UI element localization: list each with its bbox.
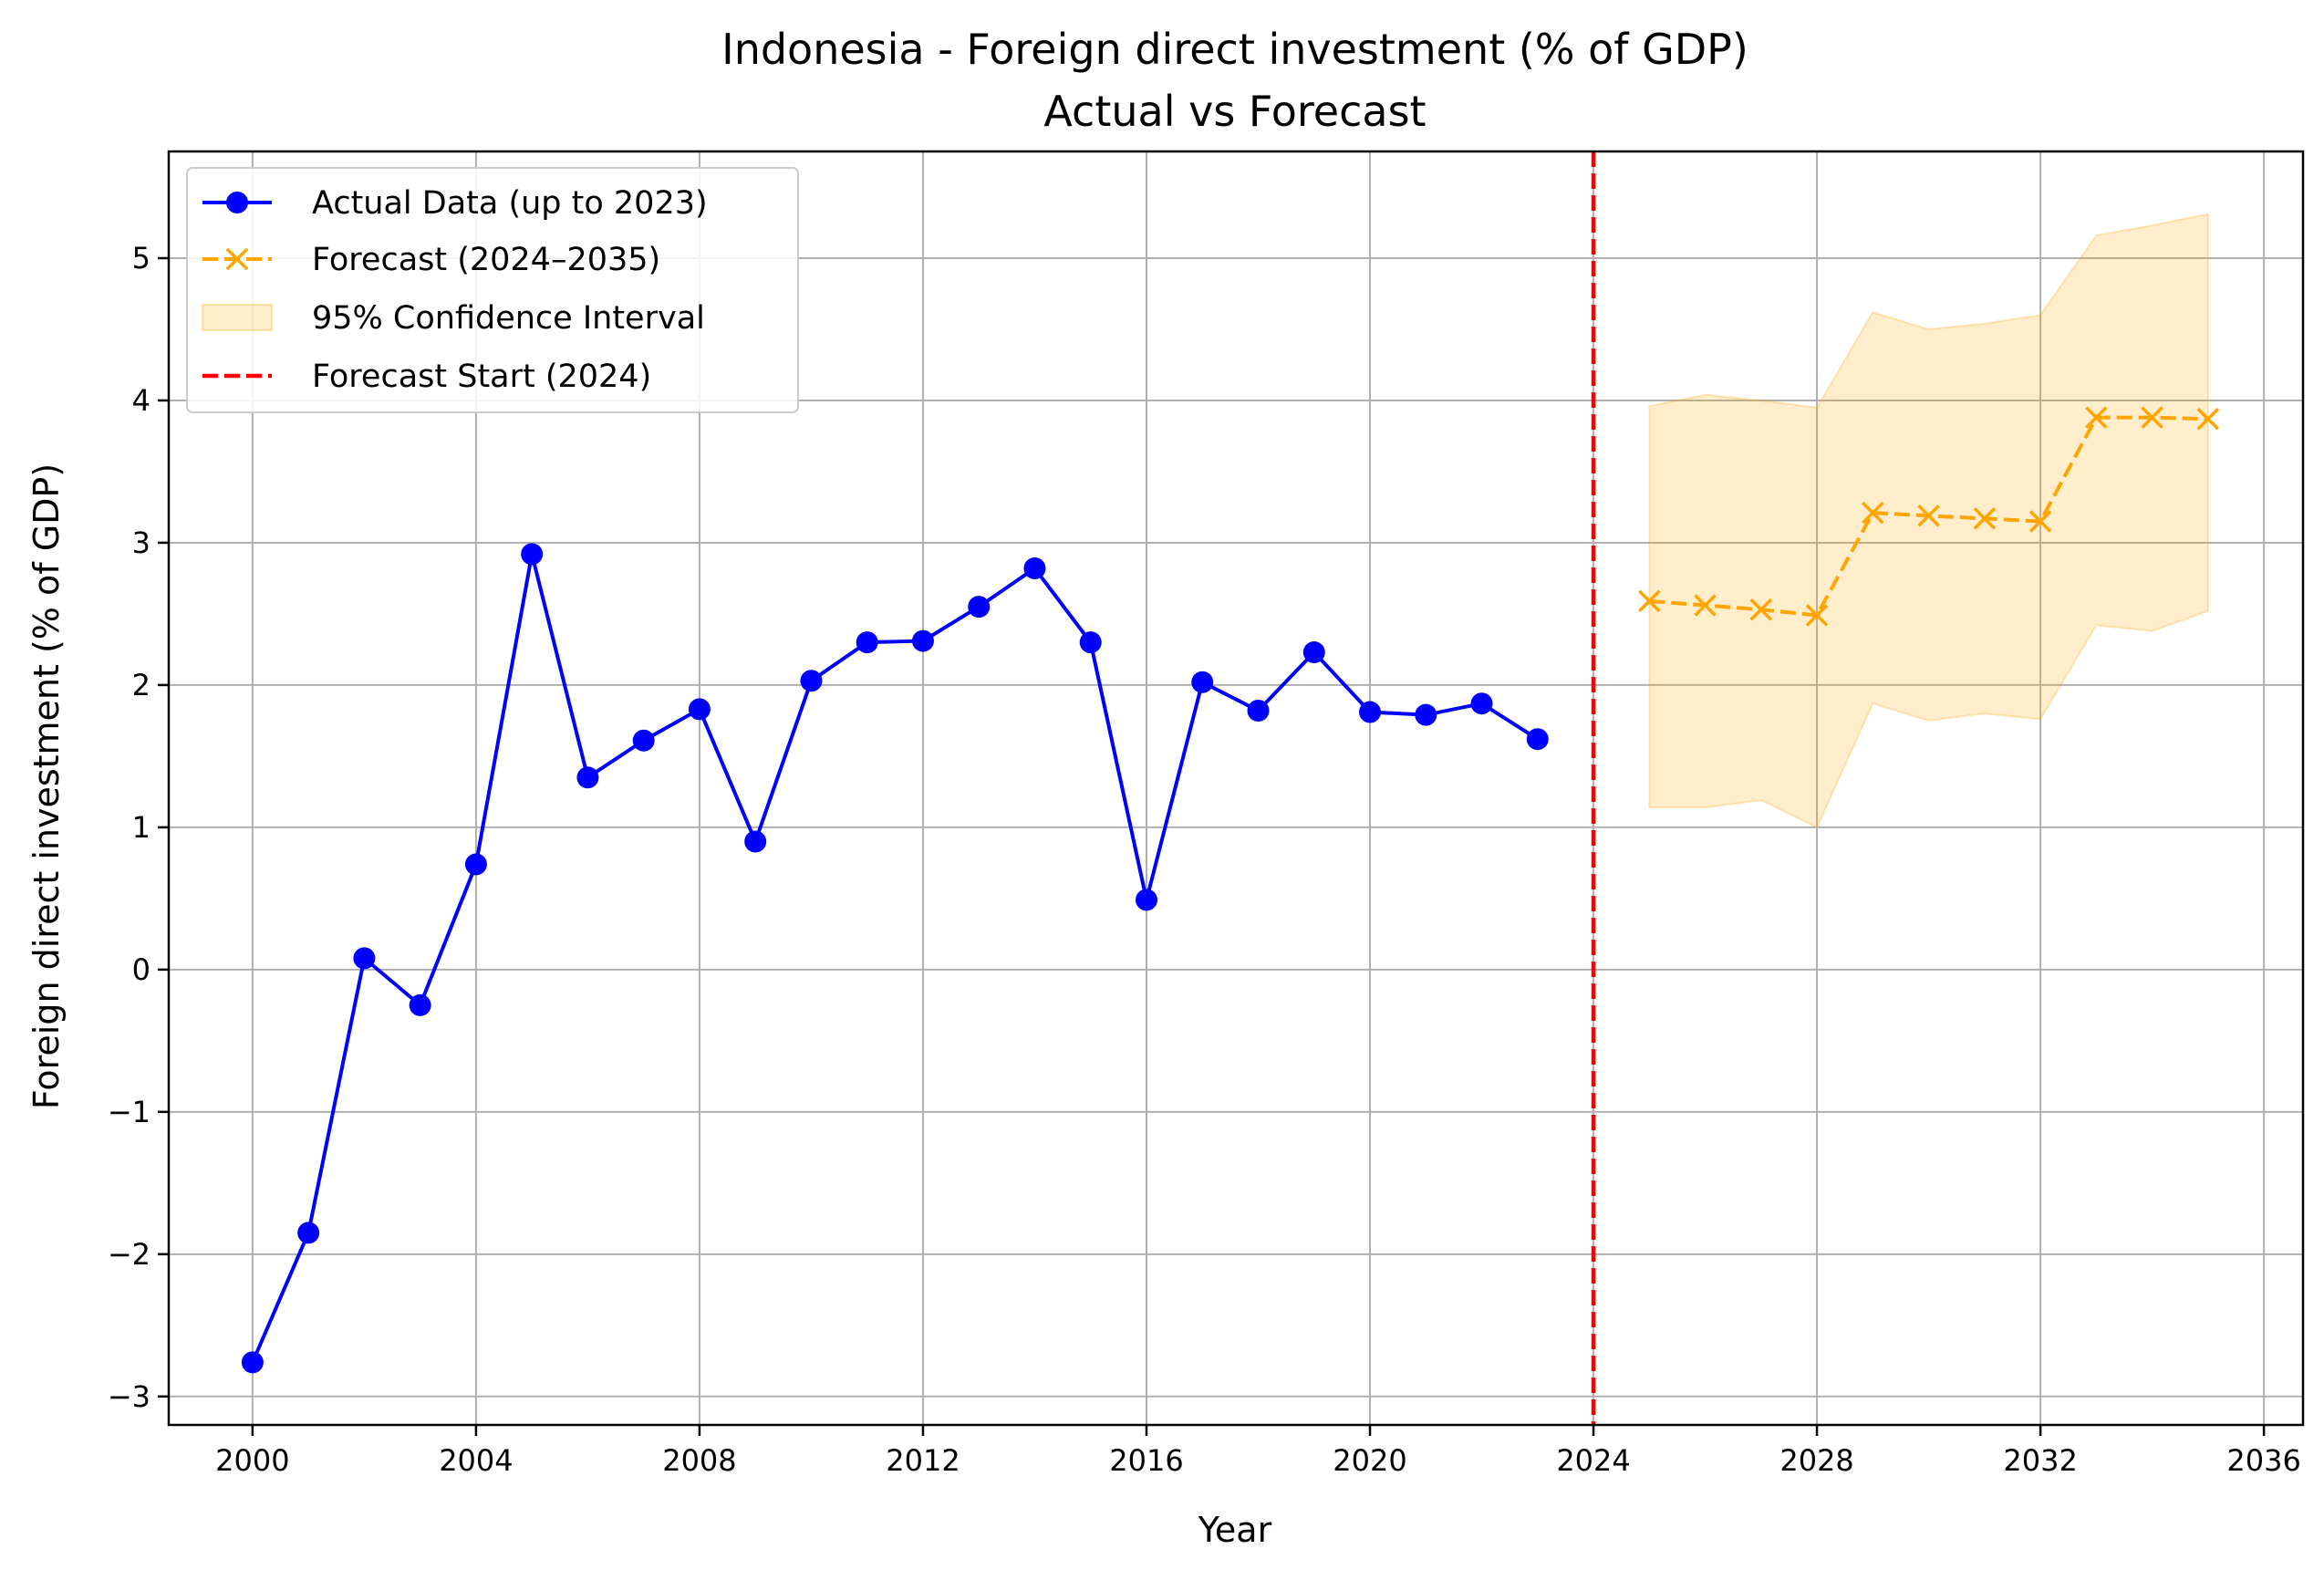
- y-tick-label: 2: [132, 668, 150, 702]
- series-line: [251, 553, 1539, 1364]
- x-tick-label: 2024: [1556, 1443, 1630, 1478]
- plot-frame: [167, 150, 2305, 1427]
- series-layer: [241, 406, 2220, 1374]
- data-point: [800, 670, 823, 692]
- data-point: [1805, 604, 1829, 627]
- data-point: [1526, 728, 1549, 751]
- data-point: [464, 853, 487, 876]
- legend-confidence-interval: 95% Confidence Interval: [202, 300, 705, 337]
- y-tick-label: 3: [132, 525, 150, 560]
- x-tick-label: 2028: [1779, 1443, 1853, 1478]
- data-point: [1079, 631, 1102, 654]
- y-axis-label: Foreign direct investment (% of GDP): [26, 463, 67, 1109]
- legend-label: Actual Data (up to 2023): [312, 185, 708, 222]
- x-tick-label: 2016: [1109, 1443, 1183, 1478]
- y-tick-label: −2: [108, 1237, 150, 1272]
- data-point: [2141, 406, 2163, 429]
- x-axis-label: Year: [1198, 1510, 1272, 1550]
- confidence-band: [1648, 213, 2209, 829]
- y-tick-label: −3: [108, 1379, 150, 1414]
- x-tick-label: 2004: [439, 1443, 513, 1478]
- data-point: [1470, 692, 1493, 715]
- data-point: [968, 596, 991, 619]
- data-point: [2196, 408, 2220, 431]
- legend-forecast-start: Forecast Start (2024): [202, 359, 651, 395]
- data-point: [409, 993, 431, 1016]
- data-point: [2028, 510, 2052, 533]
- data-point: [576, 766, 599, 789]
- series-actual: [241, 543, 1549, 1374]
- legend-label: Forecast (2024–2035): [312, 242, 660, 278]
- x-tick-label: 2036: [2226, 1443, 2300, 1478]
- x-tick-label: 2008: [662, 1443, 736, 1478]
- data-point: [1415, 703, 1437, 726]
- data-point: [632, 729, 655, 752]
- legend-actual: Actual Data (up to 2023): [202, 185, 708, 222]
- data-point: [297, 1222, 320, 1244]
- legend-label: 95% Confidence Interval: [312, 300, 705, 337]
- series-forecast: [1638, 406, 2220, 627]
- x-tick-label: 2032: [2003, 1443, 2077, 1478]
- y-tick-label: 1: [132, 810, 150, 845]
- confidence-band-layer: [1648, 213, 2209, 829]
- data-point: [856, 631, 878, 654]
- data-point: [1694, 594, 1717, 617]
- x-tick-label: 2000: [215, 1443, 289, 1478]
- legend-swatch: [202, 304, 273, 331]
- y-tick-label: 4: [132, 383, 150, 418]
- data-point: [1973, 507, 1997, 530]
- data-point: [1023, 557, 1046, 580]
- data-point: [911, 629, 934, 652]
- data-point: [1638, 589, 1661, 613]
- legend-label: Forecast Start (2024): [312, 359, 651, 395]
- data-point: [688, 698, 711, 721]
- x-tick-label: 2020: [1333, 1443, 1406, 1478]
- legend: Actual Data (up to 2023) Forecast (2024–2…: [186, 167, 799, 413]
- chart-title: Indonesia - Foreign direct investment (%…: [721, 25, 1748, 74]
- y-tick-label: 0: [132, 952, 150, 987]
- legend-marker: [225, 247, 249, 271]
- data-point: [1135, 889, 1157, 911]
- legend-marker: [226, 192, 248, 213]
- legend-box: [186, 167, 799, 413]
- x-tick-label: 2012: [886, 1443, 960, 1478]
- axis-ticks: 2000 2004 2008 2012 2016 2020 2024 2028 2032 2036…: [108, 241, 2301, 1478]
- legend-forecast: Forecast (2024–2035): [202, 242, 660, 278]
- data-point: [2085, 406, 2108, 429]
- y-tick-label: −1: [108, 1095, 150, 1129]
- data-point: [521, 543, 544, 566]
- axes-frame: [167, 150, 2305, 1427]
- data-point: [241, 1351, 264, 1374]
- data-point: [1191, 671, 1214, 693]
- data-point: [744, 830, 767, 853]
- data-point: [1862, 501, 1884, 525]
- data-point: [1359, 701, 1382, 723]
- data-point: [1302, 641, 1325, 664]
- y-tick-label: 5: [132, 241, 150, 276]
- data-point: [1247, 699, 1270, 722]
- data-point: [353, 947, 376, 970]
- data-point: [1749, 598, 1773, 621]
- data-point: [1917, 504, 1940, 527]
- chart-subtitle: Actual vs Forecast: [1043, 87, 1426, 136]
